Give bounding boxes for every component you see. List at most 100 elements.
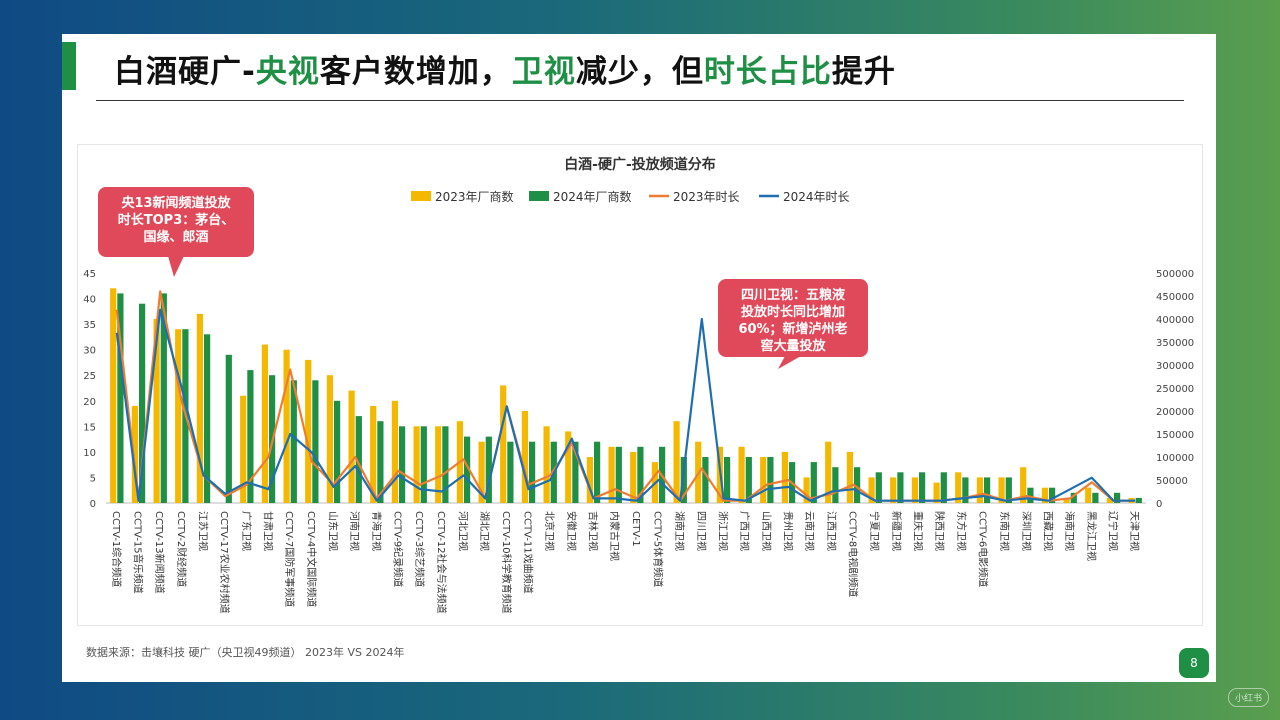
x-tick-label: 东南卫视	[998, 511, 1011, 551]
x-tick-label: 山东卫视	[327, 511, 340, 551]
bar	[940, 472, 947, 503]
y-right-tick-label: 250000	[1156, 384, 1194, 395]
bar	[348, 390, 355, 503]
callout-sichuan-box	[718, 279, 868, 357]
x-tick-label: 天津卫视	[1128, 511, 1141, 551]
x-tick-label: 陕西卫视	[933, 511, 946, 551]
x-tick-label: 黑龙江卫视	[1085, 511, 1098, 561]
x-tick-label: 湖北卫视	[478, 511, 491, 551]
chart-container: 白酒-硬广-投放频道分布 2023年厂商数 2024年厂商数 2023年时长 2024年…	[77, 144, 1203, 626]
watermark: 小红书	[1228, 688, 1270, 707]
title-accent-bar	[62, 42, 76, 90]
y-left-tick-label: 0	[90, 499, 96, 510]
y-right-tick-label: 400000	[1156, 315, 1194, 326]
bar	[283, 349, 290, 503]
legend-label: 2023年时长	[673, 190, 740, 204]
bar	[196, 313, 203, 503]
y-left-tick-label: 30	[83, 346, 96, 357]
x-tick-label: 海南卫视	[1063, 511, 1076, 551]
bar	[702, 457, 709, 503]
y-left-tick-label: 5	[90, 473, 96, 484]
bar	[543, 426, 550, 503]
x-tick-label: CCTV-5体育频道	[652, 511, 665, 587]
y-left-tick-label: 15	[83, 422, 96, 433]
series-line	[115, 308, 1136, 502]
bar	[767, 457, 774, 503]
y-left-tick-label: 45	[83, 269, 96, 280]
x-tick-label: 东方卫视	[955, 511, 968, 551]
bar	[832, 467, 839, 503]
callout-sichuan-text: 四川卫视：五粮液	[741, 287, 845, 303]
y-right-tick-label: 0	[1156, 499, 1162, 510]
bar	[464, 436, 471, 503]
bar	[312, 380, 319, 503]
bar	[875, 472, 882, 503]
x-tick-label: CCTV-13新闻频道	[153, 511, 166, 594]
x-tick-label: CCTV-1综合频道	[110, 511, 123, 587]
x-tick-label: CETV-1	[630, 511, 641, 547]
chart-title: 白酒-硬广-投放频道分布	[564, 156, 716, 173]
y-left-tick-label: 25	[83, 371, 96, 382]
x-tick-label: CCTV-8电视剧频道	[847, 511, 860, 597]
title-highlight: 央视	[255, 54, 320, 90]
bar	[117, 293, 124, 503]
x-tick-label: CCTV-3综艺频道	[413, 511, 426, 587]
bar	[420, 426, 427, 503]
page-number-badge: 8	[1179, 648, 1209, 678]
bar	[305, 359, 312, 503]
bar	[962, 477, 969, 503]
x-tick-label: 辽宁卫视	[1107, 511, 1120, 551]
bar	[1063, 497, 1070, 503]
x-tick-label: CCTV-15音乐频道	[132, 511, 145, 594]
bar	[897, 472, 904, 503]
x-tick-label: CCTV-7国防军事频道	[283, 511, 296, 607]
x-tick-label: 青海卫视	[370, 511, 383, 551]
title-divider	[96, 100, 1184, 101]
x-tick-label: 河南卫视	[348, 511, 361, 551]
bar	[391, 400, 398, 503]
bar	[630, 451, 637, 503]
y-right-tick-label: 100000	[1156, 453, 1194, 464]
callout-cctv13-text: 央13新闻频道投放	[121, 195, 231, 211]
bar	[724, 457, 731, 503]
title-highlight: 时长占比	[703, 54, 832, 90]
x-tick-label: CCTV-17农业农村频道	[218, 511, 231, 614]
bar	[955, 472, 962, 503]
bar	[738, 446, 745, 503]
y-right-tick-label: 500000	[1156, 269, 1194, 280]
page-title: 白酒硬广-央视客户数增加，卫视减少，但时长占比提升	[114, 46, 896, 91]
bar	[637, 446, 644, 503]
x-tick-label: 四川卫视	[695, 511, 708, 551]
chart-svg: 白酒-硬广-投放频道分布 2023年厂商数 2024年厂商数 2023年时长 2024年…	[83, 156, 1194, 614]
x-tick-label: CCTV-6电影频道	[977, 511, 990, 587]
callout-sichuan-text: 60%；新增泸州老	[738, 321, 847, 337]
x-tick-label: 江苏卫视	[197, 511, 210, 551]
callout-cctv13-pointer	[168, 256, 184, 277]
x-tick-label: 内蒙古卫视	[608, 511, 621, 561]
bar	[370, 405, 377, 503]
title-part: 减少，但	[575, 54, 704, 90]
x-tick-label: 西藏卫视	[1042, 511, 1055, 551]
bar	[175, 329, 182, 503]
y-right-tick-label: 200000	[1156, 407, 1194, 418]
bar	[1041, 487, 1048, 503]
x-tick-label: 河北卫视	[457, 511, 470, 551]
bar	[521, 411, 528, 503]
y-left-tick-label: 10	[83, 448, 96, 459]
y-right-tick-label: 450000	[1156, 292, 1194, 303]
bar	[334, 400, 341, 503]
x-tick-label: 安徽卫视	[565, 511, 578, 551]
y-right-tick-label: 350000	[1156, 338, 1194, 349]
bar	[247, 370, 254, 503]
x-tick-label: CCTV-10科学教育频道	[500, 511, 513, 614]
bar	[110, 288, 117, 503]
bar	[485, 436, 492, 503]
bar	[240, 395, 247, 503]
callout-sichuan-pointer	[778, 356, 801, 369]
bar	[608, 446, 615, 503]
bar	[1135, 497, 1142, 503]
x-tick-label: 宁夏卫视	[868, 511, 881, 551]
bar	[890, 477, 897, 503]
legend-label: 2023年厂商数	[435, 189, 514, 204]
x-tick-label: CCTV-9纪录频道	[392, 511, 405, 587]
